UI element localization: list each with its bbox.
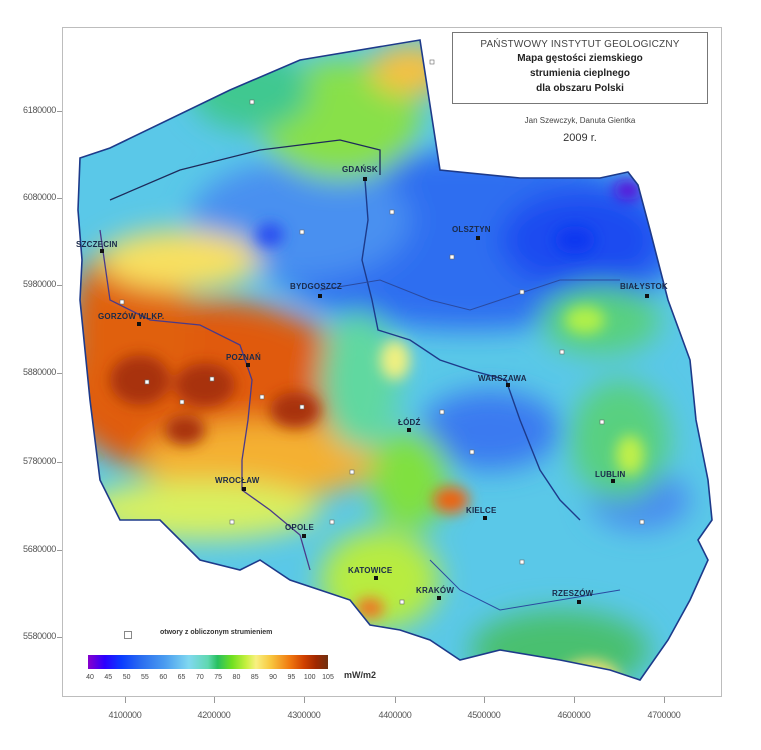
city-label: OPOLE — [285, 523, 315, 532]
city-label: KIELCE — [466, 506, 497, 515]
city-marker-icon — [246, 363, 250, 367]
city-marker-icon — [374, 576, 378, 580]
scale-tick-label: 90 — [269, 674, 277, 681]
city-label: POZNAŃ — [226, 353, 261, 362]
y-tick-mark — [57, 285, 62, 286]
scale-tick-label: 65 — [177, 674, 186, 681]
x-tick-mark — [395, 697, 396, 703]
city-marker-icon — [242, 487, 246, 491]
unit-label: mW/m2 — [344, 670, 377, 680]
city-label: WROCŁAW — [215, 476, 260, 485]
borehole-symbol-icon — [124, 631, 132, 639]
scale-tick-label: 70 — [195, 674, 204, 681]
y-tick-label: 6080000 — [23, 192, 56, 202]
map-title-line1: Mapa gęstości ziemskiego — [517, 53, 643, 64]
city-marker-icon — [577, 600, 581, 604]
map-frame — [62, 27, 722, 697]
city-label: KATOWICE — [348, 566, 393, 575]
city-label: WARSZAWA — [478, 374, 527, 383]
title-block: PAŃSTWOWY INSTYTUT GEOLOGICZNY Mapa gęst… — [452, 32, 708, 104]
city-marker-icon — [318, 294, 322, 298]
y-tick-label: 6180000 — [23, 105, 56, 115]
color-scale-labels: 40 45 50 55 60 65 70 75 80 85 90 95 100 105 — [84, 674, 334, 684]
x-tick-label: 4100000 — [108, 710, 142, 720]
map-title-line2: strumienia cieplnego — [529, 68, 631, 79]
city-marker-icon — [645, 294, 649, 298]
city-marker-icon — [506, 383, 510, 387]
year: 2009 r. — [563, 132, 597, 144]
city-label: LUBLIN — [595, 470, 626, 479]
y-tick-label: 5880000 — [23, 367, 56, 377]
x-tick-label: 4500000 — [467, 710, 501, 720]
city-marker-icon — [476, 236, 480, 240]
city-marker-icon — [363, 177, 367, 181]
y-tick-mark — [57, 550, 62, 551]
x-tick-label: 4600000 — [557, 710, 591, 720]
y-tick-mark — [57, 462, 62, 463]
city-marker-icon — [137, 322, 141, 326]
x-tick-label: 4400000 — [378, 710, 412, 720]
city-label: ŁÓDŹ — [398, 418, 421, 427]
y-tick-mark — [57, 198, 62, 199]
y-tick-label: 5980000 — [23, 279, 56, 289]
scale-tick-label: 50 — [122, 674, 131, 681]
scale-tick-label: 105 — [322, 674, 334, 681]
institute-name: PAŃSTWOWY INSTYTUT GEOLOGICZNY — [480, 39, 680, 50]
x-tick-label: 4200000 — [197, 710, 231, 720]
city-marker-icon — [611, 479, 615, 483]
y-tick-mark — [57, 111, 62, 112]
scale-tick-label: 55 — [141, 674, 149, 681]
scale-tick-label: 60 — [159, 674, 168, 681]
borehole-legend-label: otwory z obliczonym strumieniem — [160, 629, 273, 636]
city-label: BIAŁYSTOK — [620, 282, 668, 291]
y-tick-label: 5580000 — [23, 631, 56, 641]
city-label: SZCZECIN — [76, 240, 118, 249]
x-tick-mark — [484, 697, 485, 703]
city-marker-icon — [437, 596, 441, 600]
scale-tick-label: 75 — [214, 674, 223, 681]
x-tick-mark — [304, 697, 305, 703]
city-label: GDAŃSK — [342, 165, 378, 174]
x-tick-mark — [125, 697, 126, 703]
x-tick-mark — [574, 697, 575, 703]
city-label: KRAKÓW — [416, 586, 455, 595]
x-tick-mark — [664, 697, 665, 703]
x-tick-label: 4700000 — [647, 710, 681, 720]
scale-tick-label: 45 — [104, 674, 113, 681]
scale-tick-label: 85 — [250, 674, 259, 681]
map-title-line3: dla obszaru Polski — [536, 83, 624, 94]
city-marker-icon — [302, 534, 306, 538]
scale-tick-label: 80 — [232, 674, 241, 681]
scale-tick-label: 100 — [303, 674, 316, 681]
city-label: BYDGOSZCZ — [290, 282, 343, 291]
x-tick-label: 4300000 — [287, 710, 321, 720]
city-marker-icon — [483, 516, 487, 520]
x-tick-mark — [214, 697, 215, 703]
scale-tick-label: 95 — [287, 674, 296, 681]
authors: Jan Szewczyk, Danuta Gientka — [524, 116, 636, 125]
city-marker-icon — [407, 428, 411, 432]
city-label: GORZÓW WLKP. — [98, 312, 165, 321]
y-tick-label: 5780000 — [23, 456, 56, 466]
y-tick-label: 5680000 — [23, 544, 56, 554]
color-scale-bar — [88, 655, 328, 669]
heat-flow-map — [77, 39, 713, 681]
y-tick-mark — [57, 637, 62, 638]
y-tick-mark — [57, 373, 62, 374]
city-label: OLSZTYN — [452, 225, 491, 234]
city-label: RZESZÓW — [552, 589, 594, 598]
city-marker-icon — [100, 249, 104, 253]
scale-tick-label: 40 — [86, 674, 94, 681]
